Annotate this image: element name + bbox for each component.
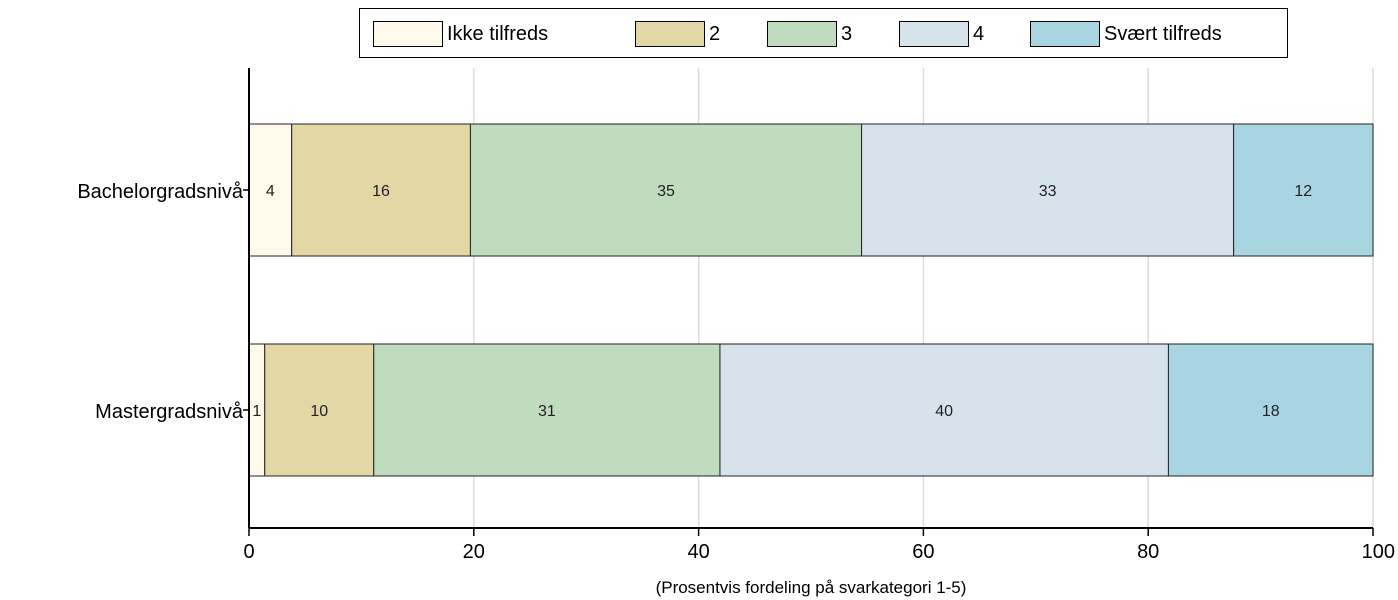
x-tick-label: 60 (912, 541, 934, 563)
data-label: 40 (935, 403, 953, 420)
legend-label: 3 (841, 22, 853, 45)
bar-segment (469, 123, 863, 257)
chart-legend: Ikke tilfreds 2 3 4 Svært tilfreds (359, 8, 1288, 58)
bar-segment (264, 343, 375, 477)
legend-swatch (1030, 21, 1100, 47)
bar-segment (1233, 123, 1374, 257)
category-label: Bachelorgradsnivå (77, 181, 244, 203)
data-label: 35 (657, 183, 675, 200)
x-tick-label: 100 (1362, 541, 1395, 563)
data-label: 10 (310, 403, 328, 420)
bar-segment (719, 343, 1169, 477)
x-axis-label: (Prosentvis fordeling på svarkategori 1-… (656, 578, 967, 597)
legend-item: Svært tilfreds (1030, 20, 1222, 48)
legend-swatch (635, 21, 705, 47)
category-label: Mastergradsnivå (95, 401, 244, 423)
bar-segment (291, 123, 471, 257)
bars: 4 16 35 33 12 Bachelorgradsnivå 1 10 31 40 18 Maste… (77, 123, 1374, 477)
legend-item: 3 (767, 20, 852, 48)
x-tick-label: 80 (1137, 541, 1159, 563)
legend-swatch (899, 21, 969, 47)
data-label: 16 (372, 183, 390, 200)
x-tick-label: 0 (243, 541, 254, 563)
data-label: 18 (1262, 403, 1280, 420)
data-label: 31 (538, 403, 556, 420)
x-tick-label: 20 (463, 541, 485, 563)
data-label: 4 (266, 183, 275, 200)
data-label: 1 (252, 403, 261, 420)
bar-segment (373, 343, 721, 477)
legend-label: 4 (973, 22, 985, 45)
axes: 0 20 40 60 80 100 (243, 68, 1395, 563)
bar-segment (1167, 343, 1374, 477)
legend-item: 2 (635, 20, 720, 48)
legend-label: Ikke tilfreds (447, 22, 549, 45)
legend-item: Ikke tilfreds (373, 20, 548, 48)
legend-swatch (767, 21, 837, 47)
legend-item: 4 (899, 20, 984, 48)
legend-label: 2 (709, 22, 721, 45)
bar-segment (861, 123, 1235, 257)
x-tick-label: 40 (687, 541, 709, 563)
legend-swatch (373, 21, 443, 47)
data-label: 12 (1294, 183, 1312, 200)
data-label: 33 (1039, 183, 1057, 200)
legend-label: Svært tilfreds (1104, 22, 1222, 45)
